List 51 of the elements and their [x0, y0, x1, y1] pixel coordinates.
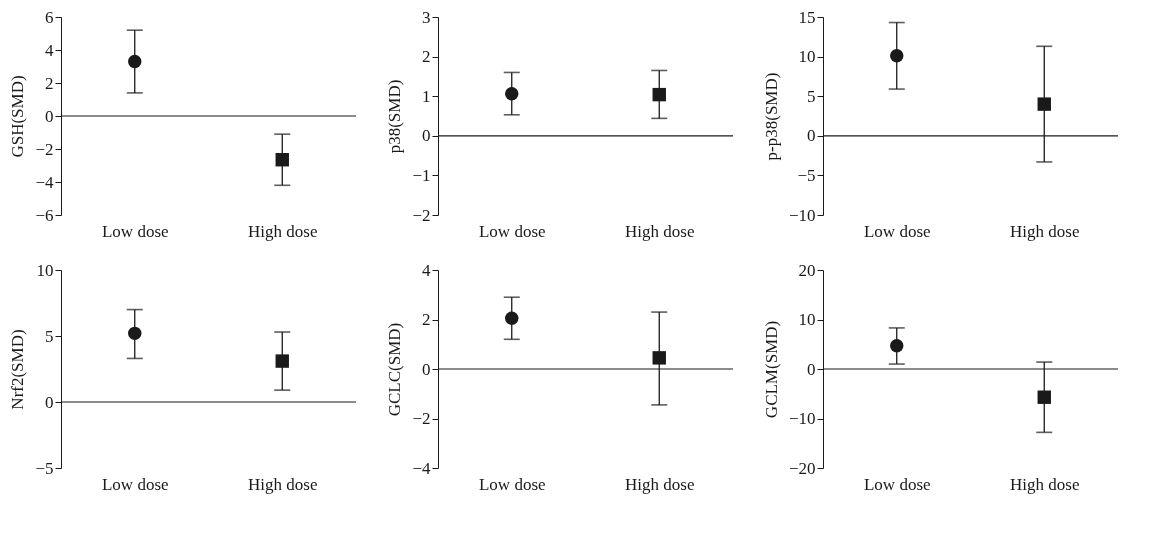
x-tick-label: Low dose	[101, 221, 169, 241]
y-tick-label: −2	[35, 139, 54, 159]
y-tick-label: 3	[422, 7, 431, 27]
y-tick-label: 5	[45, 326, 54, 346]
y-axis-title: Nrf2(SMD)	[8, 329, 28, 410]
y-tick-label: 0	[45, 106, 54, 126]
x-tick-label: High dose	[248, 221, 318, 241]
y-tick-label: −2	[412, 205, 431, 225]
y-axis-title: GCLM(SMD)	[761, 320, 781, 419]
y-tick-label: 2	[422, 310, 431, 329]
x-tick-label: Low dose	[101, 474, 169, 494]
y-axis-title: GCLC(SMD)	[385, 322, 405, 417]
y-tick-label: 10	[798, 310, 816, 329]
y-tick-label: −4	[35, 172, 54, 192]
y-tick-label: −1	[412, 165, 431, 185]
y-tick-label: −2	[412, 409, 431, 428]
x-tick-label: High dose	[248, 474, 318, 494]
x-tick-label: High dose	[1010, 474, 1080, 494]
y-tick-label: 0	[45, 392, 54, 412]
y-tick-label: 5	[807, 86, 816, 106]
y-tick-label: −4	[412, 458, 431, 478]
y-tick-label: −5	[797, 165, 816, 185]
y-tick-label: 0	[422, 126, 431, 146]
x-tick-label: High dose	[625, 221, 695, 241]
y-tick-label: −10	[788, 205, 816, 225]
y-axis-title: GSH(SMD)	[8, 75, 28, 158]
y-tick-label: 1	[422, 86, 431, 106]
x-tick-label: Low dose	[863, 474, 931, 494]
y-tick-label: 20	[798, 260, 816, 280]
x-tick-label: Low dose	[478, 221, 546, 241]
y-tick-label: −10	[788, 409, 816, 428]
y-tick-label: 2	[45, 73, 54, 93]
y-tick-label: 4	[422, 260, 431, 280]
y-tick-label: 4	[45, 40, 54, 60]
y-tick-label: −6	[35, 205, 54, 225]
y-tick-label: 0	[422, 359, 431, 379]
x-tick-label: Low dose	[478, 474, 546, 494]
y-tick-label: 15	[798, 7, 816, 27]
x-tick-label: Low dose	[863, 221, 931, 241]
y-tick-label: −20	[788, 458, 816, 478]
y-tick-label: 2	[422, 47, 431, 67]
x-tick-label: High dose	[1010, 221, 1080, 241]
y-tick-label: −5	[35, 458, 54, 478]
y-tick-label: 10	[36, 260, 54, 280]
x-tick-label: High dose	[625, 474, 695, 494]
y-axis-title: p-p38(SMD)	[761, 72, 781, 161]
y-tick-label: 0	[807, 359, 816, 379]
y-tick-label: 10	[798, 47, 816, 67]
y-tick-label: 6	[45, 7, 54, 27]
y-tick-label: 0	[807, 126, 816, 146]
y-axis-title: p38(SMD)	[385, 79, 405, 154]
